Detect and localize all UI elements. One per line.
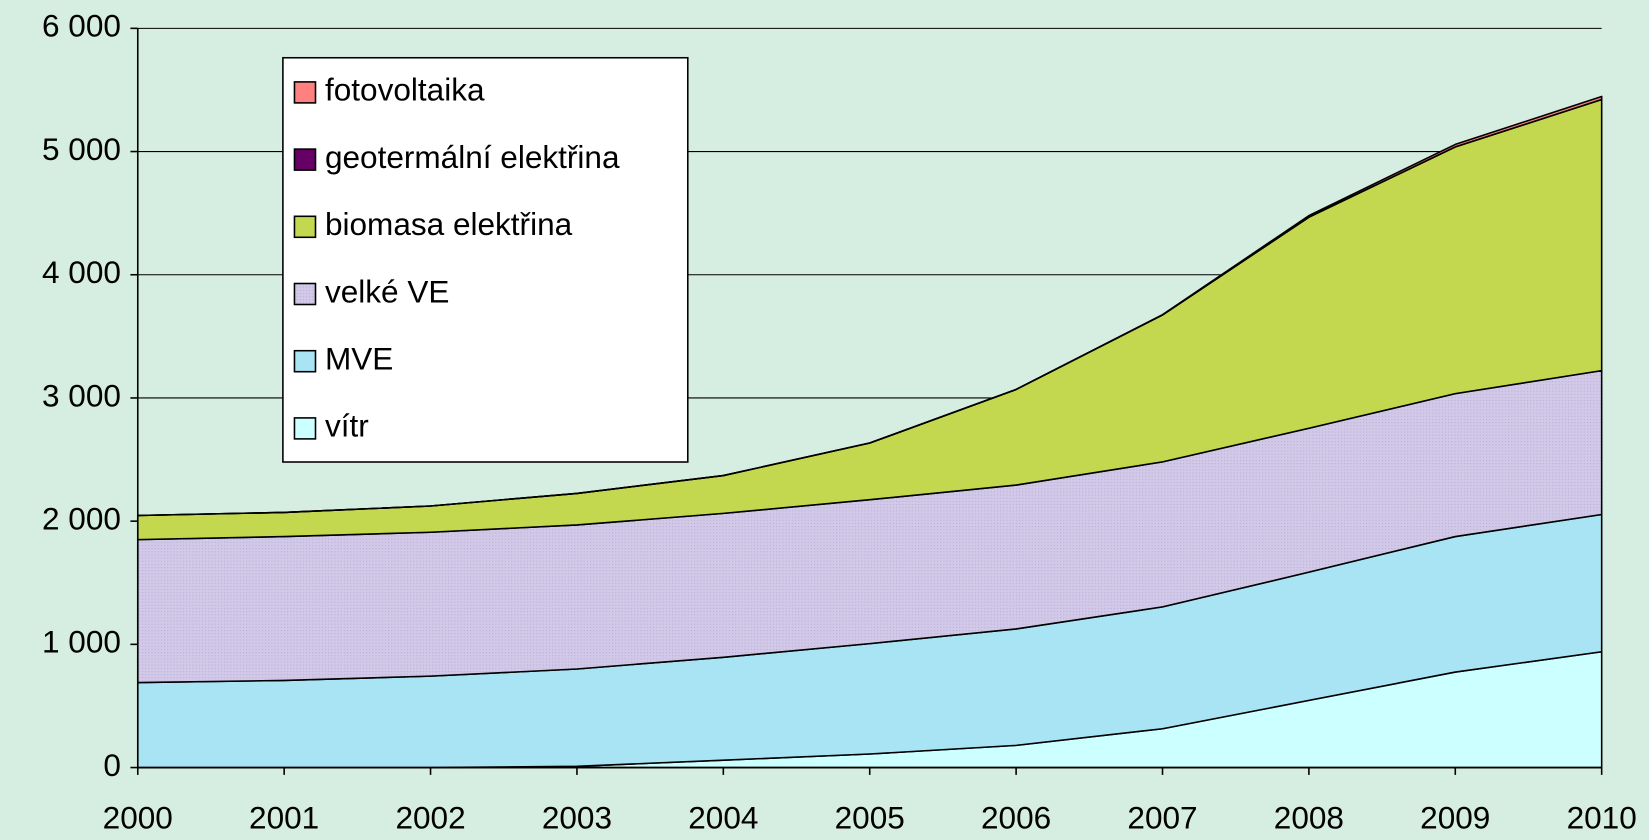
y-tick-label: 1 000 [42, 624, 121, 660]
x-tick-label: 2006 [981, 799, 1051, 835]
legend-label: geotermální elektřina [325, 139, 620, 175]
y-tick-label: 3 000 [42, 377, 121, 413]
legend-swatch [293, 417, 317, 440]
legend-swatch [293, 215, 317, 239]
y-tick-label: 2 000 [42, 500, 121, 536]
legend-label: fotovoltaika [325, 72, 485, 108]
legend-swatch [293, 282, 317, 306]
x-tick-label: 2000 [103, 799, 173, 835]
y-tick-label: 5 000 [42, 131, 121, 167]
x-tick-label: 2010 [1567, 799, 1637, 835]
x-tick-label: 2009 [1420, 799, 1490, 835]
x-tick-label: 2007 [1127, 799, 1197, 835]
y-tick-label: 6 000 [42, 8, 121, 44]
legend-label: biomasa elektřina [325, 206, 573, 242]
x-tick-label: 2005 [835, 799, 905, 835]
x-tick-label: 2004 [688, 799, 758, 835]
x-tick-label: 2002 [395, 799, 465, 835]
x-tick-label: 2001 [249, 799, 319, 835]
area [136, 95, 1603, 517]
legend-swatch [293, 349, 317, 373]
legend-label: vítr [325, 408, 369, 444]
x-tick-label: 2003 [542, 799, 612, 835]
legend-swatch [293, 81, 317, 104]
legend-swatch [293, 148, 317, 171]
y-tick-label: 4 000 [42, 254, 121, 290]
x-tick-label: 2008 [1274, 799, 1344, 835]
legend-box [282, 56, 689, 463]
legend-label: velké VE [325, 273, 449, 309]
y-tick-label: 0 [103, 747, 121, 783]
legend-label: MVE [325, 341, 393, 377]
